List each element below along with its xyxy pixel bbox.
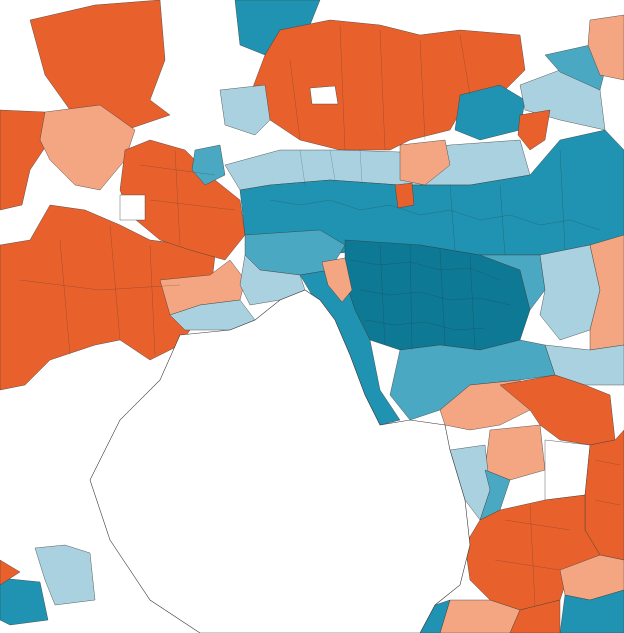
region	[34, 544, 96, 606]
region	[587, 14, 624, 81]
west-regions	[0, 0, 256, 391]
region	[544, 44, 606, 91]
region	[0, 577, 49, 626]
region	[484, 424, 546, 481]
region	[517, 109, 551, 151]
region	[479, 254, 546, 311]
region	[29, 0, 171, 133]
bay	[89, 289, 471, 633]
region	[39, 104, 136, 191]
region	[321, 257, 353, 303]
region	[394, 182, 415, 209]
region	[191, 144, 226, 186]
region	[0, 559, 21, 586]
region	[219, 84, 271, 136]
region	[389, 339, 556, 421]
region	[309, 85, 339, 105]
central-regions	[191, 129, 624, 426]
north-regions	[219, 0, 624, 151]
region	[399, 139, 451, 186]
region	[119, 194, 146, 221]
south-west-regions	[0, 544, 96, 626]
suburb-boundaries	[19, 24, 621, 606]
region	[559, 589, 624, 633]
region	[509, 599, 561, 633]
region	[439, 379, 531, 431]
region	[544, 439, 591, 501]
